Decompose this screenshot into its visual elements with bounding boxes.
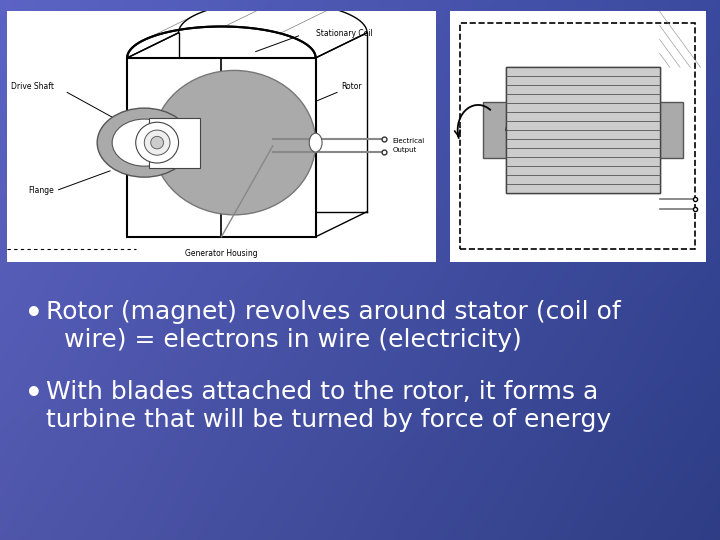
Circle shape <box>112 119 176 166</box>
Text: •: • <box>24 380 42 408</box>
Text: Electrical: Electrical <box>393 138 425 144</box>
Ellipse shape <box>135 122 179 163</box>
Bar <box>483 102 506 158</box>
Text: Generator Housing: Generator Housing <box>185 248 258 258</box>
Bar <box>506 68 660 193</box>
Ellipse shape <box>309 133 322 152</box>
Text: Rotor (magnet) revolves around stator (coil of: Rotor (magnet) revolves around stator (c… <box>46 300 621 323</box>
Bar <box>660 102 683 158</box>
Circle shape <box>97 108 192 177</box>
Text: wire) = electrons in wire (electricity): wire) = electrons in wire (electricity) <box>64 328 522 352</box>
Ellipse shape <box>153 70 315 215</box>
Text: With blades attached to the rotor, it forms a: With blades attached to the rotor, it fo… <box>46 380 598 403</box>
Bar <box>127 58 315 237</box>
Text: Flange: Flange <box>29 186 55 195</box>
Bar <box>148 118 200 168</box>
Text: Output: Output <box>393 147 417 153</box>
Text: turbine that will be turned by force of energy: turbine that will be turned by force of … <box>46 408 611 431</box>
Text: Rotor: Rotor <box>341 82 362 91</box>
Ellipse shape <box>144 130 170 155</box>
Text: •: • <box>24 300 42 328</box>
Text: Stationary Coil: Stationary Coil <box>315 29 372 38</box>
Ellipse shape <box>150 136 163 149</box>
Bar <box>506 68 660 193</box>
Text: Drive Shaft: Drive Shaft <box>12 82 55 91</box>
